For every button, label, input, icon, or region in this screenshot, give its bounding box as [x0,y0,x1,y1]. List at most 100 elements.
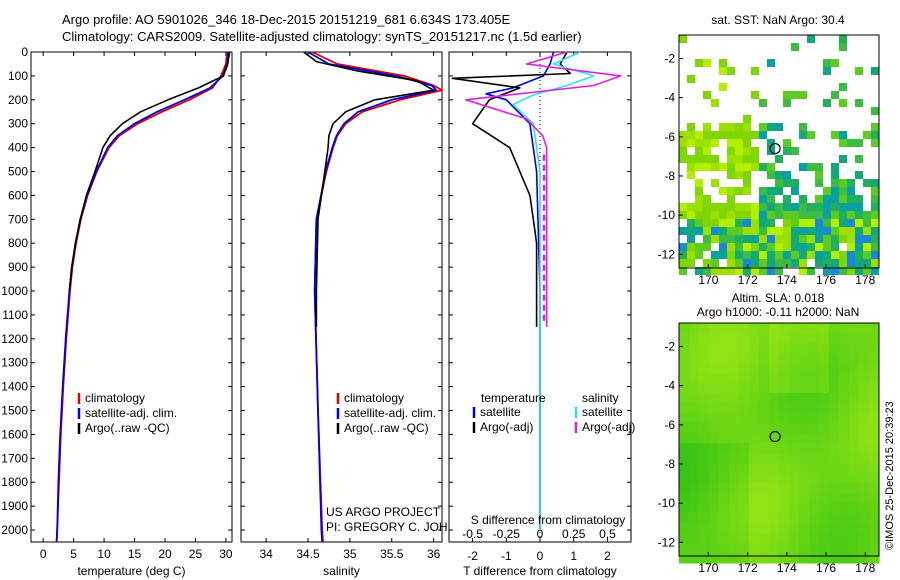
sst-pixel [719,203,727,211]
sst-pixel [727,203,735,211]
sla-pixel [759,553,770,564]
sst-pixel [687,243,695,251]
sla-pixel [709,403,720,414]
sla-pixel [749,523,760,534]
sst-pixel [711,251,719,259]
sla-pixel [709,383,720,394]
depth-tick-label: 100 [8,69,28,83]
sst_map-ytick-label: -4 [664,91,675,105]
sla-pixel [869,423,880,434]
sst-pixel [791,211,799,219]
sst-pixel [871,243,879,251]
sla-pixel [679,423,690,434]
sla-pixel [679,383,690,394]
sst-pixel [735,227,743,235]
sst-pixel [783,203,791,211]
sst-pixel [759,267,767,275]
sla-pixel [689,353,700,364]
sla-pixel [729,423,740,434]
difference-legend-t-satellite: satellite [480,405,521,419]
sla-pixel [869,543,880,554]
sla_map-argo-marker [769,430,781,443]
sla-pixel [719,373,730,384]
sla-pixel [709,493,720,504]
sla-pixel [719,353,730,364]
temperature-xtick-label: 10 [97,547,111,561]
sst-pixel [863,219,871,227]
sst-pixel [871,67,879,75]
sst-pixel [759,243,767,251]
sla-pixel [849,383,860,394]
sla-pixel [819,323,830,334]
sst-pixel [751,91,759,99]
sst-pixel [831,163,839,171]
sla-pixel [749,413,760,424]
sst-pixel [743,163,751,171]
sst-pixel [783,179,791,187]
sla-pixel [709,353,720,364]
sst-pixel [711,203,719,211]
sst-pixel [863,235,871,243]
sla-pixel [709,363,720,374]
sla-pixel [809,323,820,334]
sla-pixel [869,533,880,544]
sla-pixel [829,353,840,364]
sst-pixel [711,139,719,147]
sla-pixel [819,493,830,504]
sla-pixel [739,443,750,454]
depth-tick-label: 1400 [1,380,28,394]
sla-pixel [779,423,790,434]
sst-pixel [703,227,711,235]
sla-pixel [819,373,830,384]
sst-pixel [759,203,767,211]
sla-pixel [729,483,740,494]
sla-pixel [719,553,730,564]
sla-pixel [709,413,720,424]
sst-pixel [823,67,831,75]
sst-pixel [703,259,711,267]
sst-pixel [695,155,703,163]
sst-pixel [767,123,775,131]
sla-pixel [799,453,810,464]
sla-pixel [859,443,870,454]
sla-pixel [829,403,840,414]
sst-pixel [871,227,879,235]
sst-pixel [695,195,703,203]
sla-pixel [699,543,710,554]
sla-pixel [769,533,780,544]
sla-pixel [679,413,690,424]
salinity-xtick-label: 35.5 [380,547,404,561]
sst-pixel [871,219,879,227]
sla-pixel [699,533,710,544]
sla-pixel [749,323,760,334]
sla-pixel [719,423,730,434]
sla-pixel [839,373,850,384]
sst-pixel [759,123,767,131]
sst-pixel [719,83,727,91]
sst-pixel [823,59,831,67]
sst-pixel [727,131,735,139]
sla-pixel [779,343,790,354]
sla-pixel [809,513,820,524]
sst-pixel [767,267,775,275]
sla-pixel [719,503,730,514]
sla-pixel [769,513,780,524]
sst-pixel [831,179,839,187]
sst-pixel [855,243,863,251]
sst-pixel [823,267,831,275]
sla-pixel [769,493,780,504]
sla-pixel [759,383,770,394]
sst-pixel [831,187,839,195]
depth-tick-label: 900 [8,260,28,274]
sla-pixel [739,353,750,364]
sla-pixel [709,343,720,354]
sla-pixel [689,403,700,414]
sst-pixel [687,139,695,147]
sla-pixel [799,333,810,344]
difference-s-tick-label: 0 [537,527,544,541]
sla-pixel [829,443,840,454]
sst-pixel [783,147,791,155]
sla-pixel [809,523,820,534]
sla-pixel [839,323,850,334]
sst-pixel [687,171,695,179]
